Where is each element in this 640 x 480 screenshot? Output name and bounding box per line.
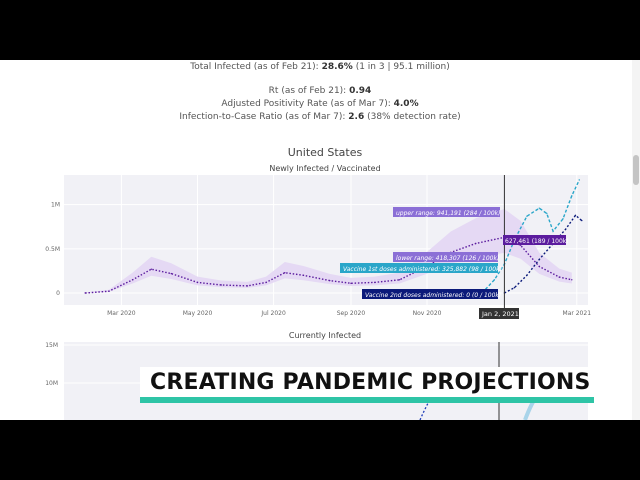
series-point-dose2 [526,274,528,276]
lower-third-banner: CREATING PANDEMIC PROJECTIONS [140,367,594,397]
hover-date-text: Jan 2, 2021 [481,310,519,318]
series-point-dose2 [574,214,577,216]
series-line-dose1 [481,179,580,294]
chart1-ytick-label: 0.5M [45,246,60,253]
web-page: Total Infected (as of Feb 21): 28.6% (1 … [0,60,640,420]
series-point-estimate [302,274,305,276]
series-point-dose1 [526,215,528,217]
rt-stat: Rt (as of Feb 21): 0.94 [0,86,640,96]
section-title: United States [287,146,363,159]
series-point-estimate [558,276,560,278]
series-point-dose2 [581,219,583,222]
hover-lower-text: lower range: 418,307 (126 / 100k) [396,255,499,262]
positivity-value: 4.0% [393,99,419,109]
series-point-dose2 [564,228,567,231]
chart1-xtick-label: Mar 2021 [563,310,592,317]
positivity-stat: Adjusted Positivity Rate (as of Mar 7): … [0,99,640,109]
series-point-estimate [220,284,222,286]
scrollbar-thumb[interactable] [633,155,639,185]
series-point-dose1 [552,230,554,232]
chart2-title: Currently Infected [288,331,362,340]
series-point-estimate [84,292,86,294]
series-point-estimate [350,282,352,284]
confidence-band [85,209,572,293]
total-infected-label: Total Infected (as of Feb 21): [190,62,319,72]
chart1-ytick-label: 0 [56,290,60,297]
series-point-dose1 [493,279,496,281]
ratio-label: Infection-to-Case Ratio (as of Mar 7): [179,112,346,122]
hover-dose2-text: Vaccine 2nd doses administered: 0 (0 / 1… [365,292,501,299]
hover-label-estimate: 627,461 (189 / 100k) [503,235,569,245]
series-point-dose1 [578,179,580,181]
chart2-ytick-15m: 15M [45,342,58,349]
hover-upper-text: upper range: 941,191 (284 / 100k) [396,210,500,217]
positivity-label: Adjusted Positivity Rate (as of Mar 7): [221,99,391,109]
series-point-estimate [398,279,401,281]
hover-label-upper: upper range: 941,191 (284 / 100k) [393,207,500,217]
series-point-dose1 [562,218,564,220]
series-point-estimate [108,290,110,292]
series-point-estimate [571,279,573,281]
rt-value: 0.94 [349,86,372,96]
ratio-stat: Infection-to-Case Ratio (as of Mar 7): 2… [0,112,640,122]
chart1-xtick-label: May 2020 [183,310,213,317]
rt-label: Rt (as of Feb 21): [268,86,347,96]
chart1-title: Newly Infected / Vaccinated [269,164,381,173]
series-point-dose1 [538,207,540,209]
series-point-dose2 [513,287,516,289]
series-point-estimate [196,281,199,284]
hover-estimate-text: 627,461 (189 / 100k) [505,238,569,245]
chart1-xtick-label: Mar 2020 [107,310,136,317]
chart1-xtick-label: Jul 2020 [260,310,286,317]
lower-third-headline: CREATING PANDEMIC PROJECTIONS [150,370,591,395]
series-point-estimate [265,281,267,284]
series-point-estimate [329,279,331,282]
ratio-value: 2.6 [348,112,365,122]
ratio-note: (38% detection rate) [367,112,461,122]
total-infected-note: (1 in 3 | 95.1 million) [355,62,450,72]
series-point-dose1 [546,212,548,215]
series-point-dose1 [571,195,573,197]
total-infected-value: 28.6% [321,62,353,72]
series-point-estimate [475,242,477,245]
newly-infected-chart[interactable]: 1M 0.5M 0 Mar 2020 May 2020 Jul 2020 Sep 2020… [0,175,632,325]
chart1-xtick-label: Sep 2020 [337,310,366,317]
series-point-estimate [538,265,540,268]
hover-date-tag: Jan 2, 2021 [479,308,519,319]
hover-label-dose2: Vaccine 2nd doses administered: 0 (0 / 1… [362,289,501,299]
total-infected-stat: Total Infected (as of Feb 21): 28.6% (1 … [0,62,640,72]
hover-dose1-text: Vaccine 1st doses administered: 325,882 … [343,266,502,273]
series-point-estimate [246,285,249,287]
chart1-xtick-label: Nov 2020 [413,310,442,317]
page-scrollbar[interactable] [632,60,640,420]
series-point-estimate [284,272,286,274]
lower-third-accent-bar [140,397,594,403]
chart2-ytick-10m: 10M [45,380,58,387]
series-point-dose2 [538,258,540,261]
series-point-estimate [170,272,172,275]
hover-label-dose1: Vaccine 1st doses administered: 325,882 … [340,263,502,273]
series-point-estimate [131,279,134,281]
chart1-ytick-label: 1M [51,202,60,209]
hover-label-lower: lower range: 418,307 (126 / 100k) [393,252,499,262]
series-point-estimate [374,281,376,284]
series-point-estimate [150,268,152,270]
